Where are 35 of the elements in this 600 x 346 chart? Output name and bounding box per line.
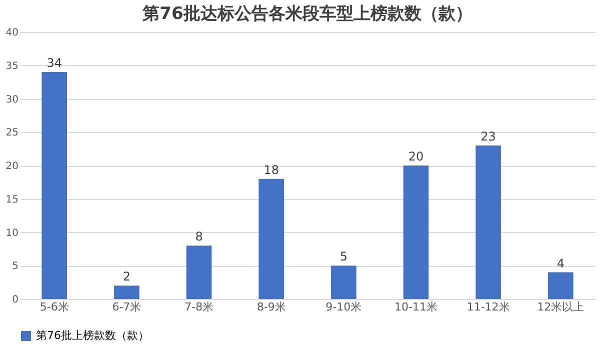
y-tick-label: 5 — [12, 261, 18, 272]
data-label: 23 — [480, 129, 496, 144]
y-tick-label: 35 — [6, 60, 18, 72]
data-label: 18 — [264, 162, 279, 177]
x-tick-label: 8-9米 — [256, 300, 286, 314]
bar — [548, 272, 574, 299]
y-tick-label: 25 — [6, 128, 18, 139]
y-tick-label: 30 — [6, 94, 18, 106]
data-label: 20 — [408, 150, 424, 164]
data-label: 5 — [340, 250, 348, 264]
bar — [114, 286, 140, 299]
bar — [186, 246, 212, 299]
bar — [258, 178, 284, 299]
bar — [476, 145, 501, 299]
x-tick-label: 9-10米 — [326, 300, 362, 314]
bar — [42, 72, 68, 299]
x-tick-label: 7-8米 — [184, 300, 214, 314]
x-tick-label: 12米以上 — [537, 300, 584, 314]
chart-title: 第76批达标公告各米段车型上榜款数（款） — [142, 4, 472, 24]
x-tick-label: 6-7米 — [112, 300, 142, 314]
y-tick-label: 40 — [6, 28, 18, 38]
x-tick-label: 10-11米 — [394, 300, 438, 314]
y-tick-label: 0 — [12, 294, 18, 306]
y-tick-label: 15 — [6, 194, 18, 206]
x-tick-label: 11-12米 — [466, 300, 510, 314]
y-tick-label: 10 — [6, 228, 18, 239]
x-tick-label: 5-6米 — [40, 300, 69, 314]
legend-label: 第76批上榜款数（款） — [36, 329, 149, 342]
bar — [403, 166, 429, 299]
data-label: 4 — [556, 256, 564, 270]
data-label: 8 — [195, 230, 203, 244]
data-label: 2 — [122, 270, 131, 284]
bar — [331, 266, 356, 299]
data-label: 34 — [46, 56, 62, 70]
y-tick-label: 20 — [6, 161, 18, 172]
